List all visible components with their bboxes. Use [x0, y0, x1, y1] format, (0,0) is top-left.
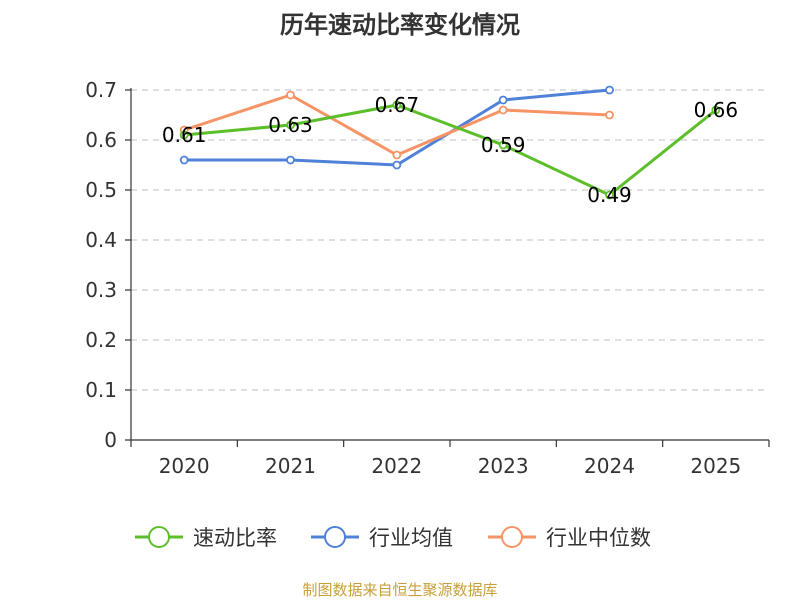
data-point[interactable] — [498, 95, 508, 105]
grid-lines — [131, 89, 769, 391]
data-point[interactable] — [605, 85, 614, 95]
y-tick-label: 0.4 — [85, 228, 117, 252]
legend-label: 行业均值 — [369, 526, 453, 550]
data-label: 0.66 — [694, 98, 739, 122]
axes: 0 0.1 0.2 0.3 0.4 0.5 0.6 0.7 2020 2021 2022 2023 20… — [85, 78, 770, 478]
data-point[interactable] — [179, 155, 189, 165]
data-point[interactable] — [498, 140, 508, 150]
y-tick-label: 0.1 — [85, 378, 117, 402]
legend-marker — [324, 526, 346, 548]
data-point[interactable] — [392, 160, 402, 170]
x-tick-label: 2025 — [690, 454, 741, 478]
legend-item-速动比率[interactable]: 速动比率 — [135, 526, 277, 550]
x-tick-label: 2021 — [265, 454, 316, 478]
data-label: 0.59 — [481, 133, 526, 157]
data-point[interactable] — [286, 120, 295, 130]
data-point[interactable] — [711, 105, 721, 115]
x-tick-label: 2020 — [159, 454, 210, 478]
legend-label: 速动比率 — [193, 526, 277, 550]
data-point[interactable] — [605, 190, 614, 200]
data-label: 0.67 — [375, 93, 420, 117]
data-label: 0.49 — [587, 183, 632, 207]
data-point[interactable] — [392, 100, 402, 110]
y-tick-label: 0 — [104, 428, 117, 452]
data-point[interactable] — [498, 105, 508, 115]
data-source-note: 制图数据来自恒生聚源数据库 — [302, 581, 497, 599]
legend-item-行业均值[interactable]: 行业均值 — [311, 526, 453, 550]
x-tick-label: 2022 — [371, 454, 422, 478]
legend[interactable]: 速动比率 行业均值 行业中位数 — [135, 526, 651, 550]
x-tick-label: 2024 — [584, 454, 635, 478]
legend-label: 行业中位数 — [546, 526, 651, 550]
data-point[interactable] — [286, 155, 295, 165]
y-tick-label: 0.7 — [85, 78, 117, 102]
data-label: 0.63 — [268, 113, 313, 137]
legend-marker — [148, 526, 170, 548]
data-point[interactable] — [286, 90, 295, 100]
x-tick-label: 2023 — [478, 454, 529, 478]
data-point[interactable] — [605, 110, 614, 120]
data-point[interactable] — [392, 150, 402, 160]
y-tick-label: 0.2 — [85, 328, 117, 352]
series-group: 0.61 0.63 0.67 0.59 0.49 0.66 — [162, 85, 739, 207]
y-tick-label: 0.5 — [85, 178, 117, 202]
legend-item-行业中位数[interactable]: 行业中位数 — [488, 526, 651, 550]
chart-title: 历年速动比率变化情况 — [280, 11, 520, 39]
legend-marker — [501, 526, 523, 548]
series-line-速动比率 — [184, 103, 717, 197]
data-point[interactable] — [179, 130, 189, 140]
y-tick-label: 0.6 — [85, 128, 117, 152]
data-label: 0.61 — [162, 123, 207, 147]
y-tick-label: 0.3 — [85, 278, 117, 302]
